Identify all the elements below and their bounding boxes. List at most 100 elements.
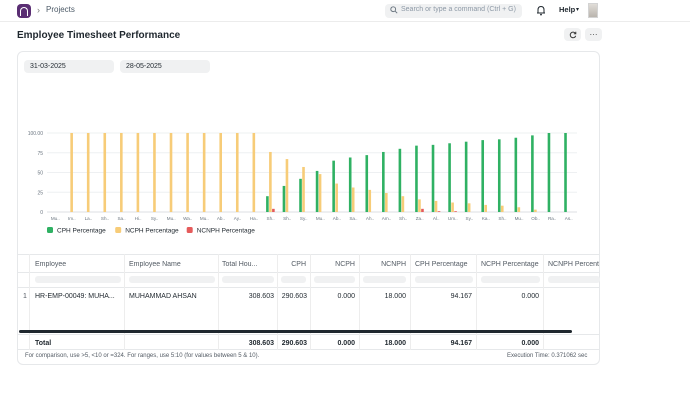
col-employee-name[interactable]: Employee Name [129, 261, 181, 268]
cell-total-hours: 308.603 [248, 293, 274, 300]
chevron-down-icon[interactable]: ▾ [576, 7, 580, 13]
cell-employee[interactable]: HR-EMP-00049: MUHA... [35, 293, 115, 300]
x-tick-label: Ha.. [250, 216, 258, 221]
x-tick-label: Za.. [416, 216, 424, 221]
filter-ncph-percentage[interactable] [481, 276, 540, 283]
bar-cph-percentage [497, 139, 501, 212]
legend-swatch [47, 227, 53, 233]
x-tick-label: Hi.. [135, 216, 142, 221]
legend-label: NCPH Percentage [125, 228, 179, 235]
filter-hint: For comparison, use >5, <10 or =324. For… [25, 353, 260, 359]
col-ncph[interactable]: NCPH [335, 261, 355, 268]
bar-cph-percentage [299, 178, 302, 212]
filter-employee[interactable] [35, 276, 121, 283]
bar-ncph-percentage [120, 133, 123, 212]
chart: 0 25 50 75 100.00 Mu.. Im.. La.. Sh.. Sa.. Hi.. Sy.… [17, 115, 600, 240]
x-tick-label: Mu.. [51, 216, 60, 221]
more-button[interactable]: ··· [585, 28, 602, 41]
filter-employee-name[interactable] [129, 276, 215, 283]
total-cph-percentage: 94.167 [450, 340, 472, 347]
filter-ncph[interactable] [314, 276, 355, 283]
bar-ncph-percentage [169, 133, 173, 212]
bar-cph-percentage [481, 140, 485, 212]
x-tick-label: Sy.. [466, 216, 474, 221]
x-tick-label: Ob.. [531, 216, 540, 221]
legend-swatch [115, 227, 122, 233]
to-date-field[interactable]: 28-05-2025 [120, 60, 210, 73]
x-tick-label: Mu.. [167, 216, 176, 221]
bar-ncph-percentage [302, 166, 305, 212]
bar-cph-percentage [514, 137, 518, 212]
bar-cph-percentage [282, 185, 286, 212]
bell-icon[interactable] [536, 5, 546, 16]
bar-ncph-percentage [136, 133, 140, 212]
navbar: › Projects Search or type a command (Ctr… [0, 0, 690, 22]
bar-chart: 0 25 50 75 100.00 Mu.. Im.. La.. Sh.. Sa.. Hi.. Sy.… [28, 131, 577, 235]
x-tick-label: As.. [565, 216, 573, 221]
breadcrumb-projects[interactable]: Projects [46, 5, 75, 14]
x-tick-label: Wa.. [183, 216, 192, 221]
execution-time: Execution Time: 0.371062 sec [507, 353, 588, 359]
filter-ncnph[interactable] [363, 276, 406, 283]
x-tick-label: Sy.. [151, 216, 159, 221]
col-employee[interactable]: Employee [35, 261, 67, 268]
x-tick-label: Ah.. [366, 216, 374, 221]
bar-ncph-percentage [517, 207, 521, 212]
cell-employee-name: MUHAMMAD AHSAN [129, 293, 197, 300]
x-tick-label: Am.. [382, 216, 391, 221]
bar-ncph-percentage [186, 133, 189, 212]
bar-cph-percentage [448, 143, 451, 212]
search-icon [390, 6, 398, 14]
bar-cph-percentage [382, 151, 385, 212]
bar-cph-percentage [348, 157, 352, 212]
y-tick-label: 50 [37, 171, 43, 177]
x-tick-label: Sh.. [498, 216, 506, 221]
x-tick-label: Sa.. [117, 216, 125, 221]
x-tick-label: Ay.. [234, 216, 242, 221]
x-tick-label: Mu.. [200, 216, 209, 221]
x-tick-label: Um.. [448, 216, 458, 221]
x-tick-label: Sh.. [283, 216, 291, 221]
app-logo[interactable] [17, 4, 31, 18]
total-hours: 308.603 [248, 340, 274, 347]
bar-cph-percentage [564, 133, 567, 212]
bar-ncph-percentage [351, 187, 355, 212]
legend-label: CPH Percentage [57, 228, 106, 235]
bar-ncph-percentage [385, 193, 388, 212]
col-ncnph-percentage[interactable]: NCNPH Percent [548, 261, 599, 268]
bar-ncph-percentage [202, 133, 206, 212]
bar-ncph-percentage [500, 205, 504, 212]
total-ncph: 0.000 [337, 340, 355, 347]
horizontal-scrollbar[interactable] [19, 330, 572, 333]
x-tick-label: Im.. [68, 216, 76, 221]
col-ncnph[interactable]: NCNPH [381, 261, 406, 268]
y-tick-label: 25 [37, 190, 43, 196]
filter-total-hours[interactable] [222, 276, 274, 283]
col-total-hours[interactable]: Total Hou... [222, 261, 258, 268]
bar-cph-percentage [415, 145, 418, 212]
cell-cph: 290.603 [281, 293, 307, 300]
bar-ncph-percentage [235, 133, 239, 212]
filter-ncnph-percentage[interactable] [548, 276, 600, 283]
avatar[interactable] [588, 3, 598, 18]
filter-cph-percentage[interactable] [415, 276, 473, 283]
bar-ncph-percentage [451, 202, 454, 212]
help-menu[interactable]: Help [559, 5, 576, 14]
bar-cph-percentage [398, 148, 402, 212]
cell-ncnph: 18.000 [384, 293, 406, 300]
bar-cph-percentage [315, 170, 319, 212]
cell-cph-percentage: 94.167 [450, 293, 472, 300]
bar-cph-percentage [531, 135, 534, 212]
col-ncph-percentage[interactable]: NCPH Percentage [481, 261, 539, 268]
col-cph-percentage[interactable]: CPH Percentage [415, 261, 468, 268]
search-bar[interactable]: Search or type a command (Ctrl + G) [385, 4, 522, 18]
bar-ncph-percentage [70, 133, 73, 212]
from-date-field[interactable]: 31-03-2025 [24, 60, 114, 73]
filter-cph[interactable] [281, 276, 306, 283]
bar-ncph-percentage [368, 189, 372, 212]
refresh-button[interactable] [564, 28, 581, 41]
legend-swatch [186, 227, 193, 233]
bar-cph-percentage [464, 141, 468, 212]
bar-ncnph-percentage [272, 208, 275, 212]
col-cph[interactable]: CPH [291, 261, 306, 268]
